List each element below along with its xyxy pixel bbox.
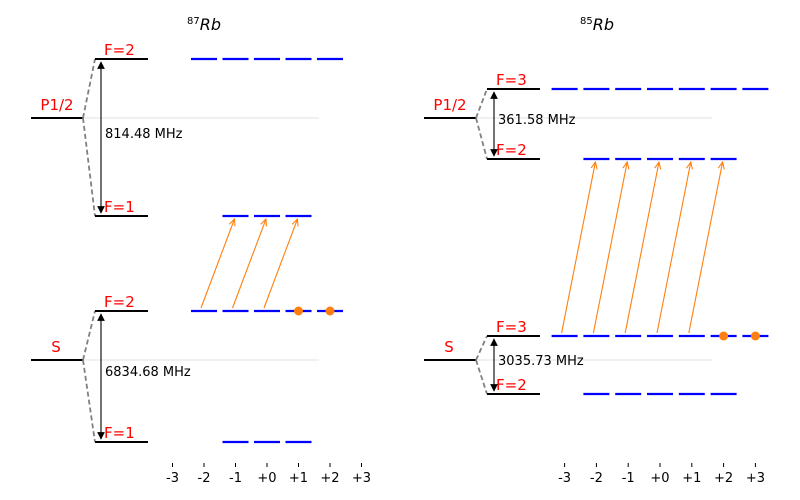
population-dot-m2 [325, 306, 335, 316]
population-dot-m2 [719, 331, 729, 341]
panel-title: 85Rb [580, 15, 614, 34]
parent-level-label: S [51, 338, 61, 356]
excited-manifold: P1/2 F=3 F=2 361.58 MHz [424, 71, 769, 161]
transition-arrow-1 [592, 162, 627, 334]
title-element: Rb [200, 15, 221, 34]
parent-level-label: P1/2 [433, 96, 466, 114]
connector-upper [82, 310, 96, 361]
upper-level-label: F=2 [104, 41, 135, 59]
population-dot-m3 [750, 331, 760, 341]
title-element: Rb [593, 15, 614, 34]
connector-lower [475, 117, 488, 160]
x-tick-label: -2 [590, 471, 603, 486]
x-tick-label: +2 [320, 471, 339, 486]
excited-manifold: P1/2 F=2 F=1 814.48 MHz [31, 41, 343, 218]
x-tick-label: +3 [746, 471, 765, 486]
ground-manifold: S F=2 F=1 6834.68 MHz [31, 293, 343, 444]
parent-level-label: P1/2 [40, 96, 73, 114]
x-tick-label: -1 [229, 471, 242, 486]
transition-arrow-1 [231, 219, 267, 309]
upper-level-label: F=2 [104, 293, 135, 311]
splitting-label: 361.58 MHz [498, 113, 576, 128]
x-tick-label: -3 [558, 471, 571, 486]
connector-lower [475, 359, 488, 395]
connector-upper [82, 58, 96, 119]
upper-level-label: F=3 [496, 318, 527, 336]
lower-level-label: F=1 [104, 424, 135, 442]
x-tick-label: -3 [166, 471, 179, 486]
x-tick-label: +0 [257, 471, 276, 486]
transition-arrow-3 [656, 162, 691, 334]
upper-level-label: F=3 [496, 71, 527, 89]
connector-upper [475, 335, 488, 361]
parent-level-label: S [444, 338, 454, 356]
connector-lower [82, 359, 96, 443]
lower-level-label: F=2 [496, 141, 527, 159]
splitting-label: 6834.68 MHz [105, 365, 191, 380]
x-tick-label: +3 [352, 471, 371, 486]
x-tick-label: +1 [289, 471, 308, 486]
ground-manifold: S F=3 F=2 3035.73 MHz [424, 318, 769, 396]
title-mass-number: 87 [187, 16, 200, 27]
population-dot-m1 [294, 306, 303, 316]
connector-lower [82, 117, 96, 217]
x-tick-label: -2 [198, 471, 211, 486]
transition-arrow-0 [561, 162, 596, 334]
lower-level-label: F=1 [104, 198, 135, 216]
panel-title: 87Rb [187, 15, 221, 34]
panel-rb85: 85Rb P1/2 F=3 F=2 361.58 MHz S F=3 F=2 3035.73 M… [424, 15, 769, 486]
title-mass-number: 85 [580, 16, 593, 27]
splitting-label: 3035.73 MHz [498, 354, 584, 369]
x-tick-label: +1 [682, 471, 701, 486]
x-tick-label: -1 [622, 471, 635, 486]
transition-arrow-2 [263, 219, 298, 309]
transition-arrow-2 [624, 162, 659, 334]
lower-level-label: F=2 [496, 376, 527, 394]
splitting-label: 814.48 MHz [105, 127, 183, 142]
transition-arrow-0 [200, 219, 235, 309]
x-tick-label: +2 [714, 471, 733, 486]
x-tick-label: +0 [650, 471, 669, 486]
connector-upper [475, 88, 488, 119]
panel-rb87: 87Rb P1/2 F=2 F=1 814.48 MHz S F=2 F=1 6834.68 M… [31, 15, 371, 486]
transition-arrow-4 [688, 162, 723, 334]
